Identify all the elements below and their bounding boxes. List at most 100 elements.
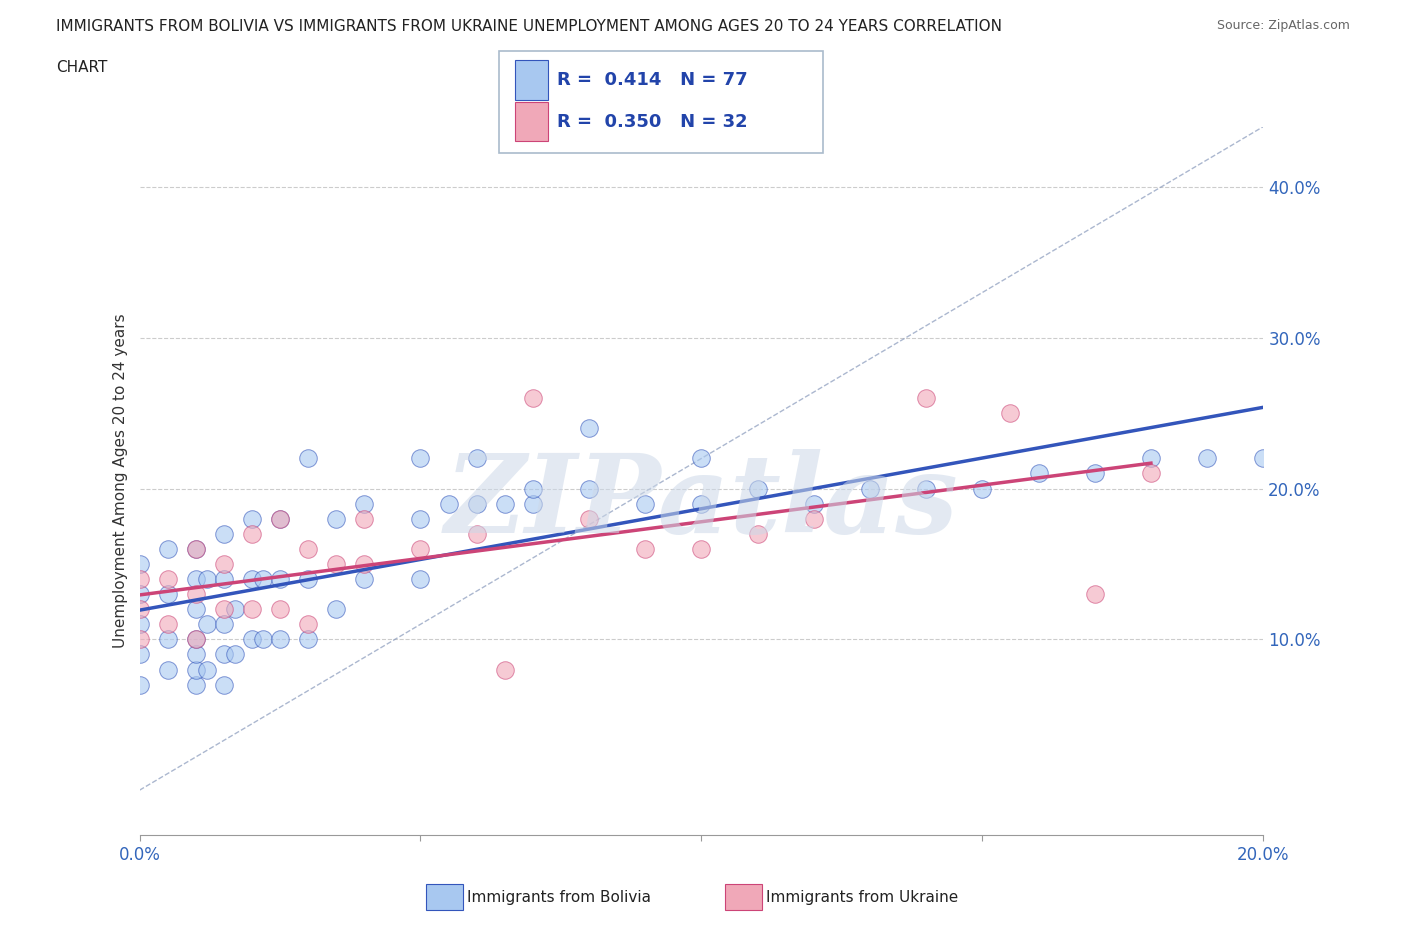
Point	[252, 572, 274, 587]
Point	[1084, 587, 1107, 602]
Text: R =  0.414   N = 77: R = 0.414 N = 77	[557, 71, 748, 89]
Text: R =  0.350   N = 32: R = 0.350 N = 32	[557, 113, 748, 131]
Point	[747, 526, 769, 541]
Point	[156, 617, 179, 631]
Point	[184, 631, 207, 646]
Point	[156, 587, 179, 602]
Point	[184, 587, 207, 602]
Point	[915, 481, 938, 496]
Point	[240, 631, 263, 646]
Point	[353, 556, 375, 571]
Point	[184, 631, 207, 646]
Text: Immigrants from Ukraine: Immigrants from Ukraine	[766, 890, 959, 905]
Point	[240, 602, 263, 617]
Point	[128, 587, 150, 602]
Point	[465, 451, 488, 466]
Point	[240, 572, 263, 587]
Point	[690, 541, 713, 556]
Y-axis label: Unemployment Among Ages 20 to 24 years: Unemployment Among Ages 20 to 24 years	[114, 313, 128, 648]
Point	[195, 617, 218, 631]
Point	[325, 556, 347, 571]
Point	[915, 391, 938, 405]
Point	[252, 631, 274, 646]
Point	[240, 512, 263, 526]
Point	[634, 541, 657, 556]
Point	[269, 512, 291, 526]
Point	[409, 451, 432, 466]
Point	[212, 647, 235, 662]
Point	[1140, 466, 1163, 481]
Point	[128, 556, 150, 571]
Point	[522, 497, 544, 512]
Text: CHART: CHART	[56, 60, 108, 75]
Point	[212, 526, 235, 541]
Point	[522, 391, 544, 405]
Point	[156, 541, 179, 556]
Point	[325, 512, 347, 526]
Point	[465, 497, 488, 512]
Point	[747, 481, 769, 496]
Point	[156, 662, 179, 677]
Text: IMMIGRANTS FROM BOLIVIA VS IMMIGRANTS FROM UKRAINE UNEMPLOYMENT AMONG AGES 20 TO: IMMIGRANTS FROM BOLIVIA VS IMMIGRANTS FR…	[56, 19, 1002, 33]
Point	[128, 617, 150, 631]
Point	[195, 662, 218, 677]
Point	[184, 572, 207, 587]
Point	[128, 602, 150, 617]
Text: Immigrants from Bolivia: Immigrants from Bolivia	[467, 890, 651, 905]
Point	[184, 662, 207, 677]
Point	[269, 572, 291, 587]
Point	[212, 617, 235, 631]
Point	[212, 677, 235, 692]
Point	[409, 572, 432, 587]
Point	[803, 512, 825, 526]
Point	[156, 631, 179, 646]
Point	[1253, 451, 1275, 466]
Point	[353, 497, 375, 512]
Point	[437, 497, 460, 512]
Point	[690, 451, 713, 466]
Point	[690, 497, 713, 512]
Point	[409, 541, 432, 556]
Point	[1000, 405, 1022, 420]
Point	[184, 677, 207, 692]
Point	[325, 602, 347, 617]
Point	[184, 541, 207, 556]
Point	[128, 572, 150, 587]
Point	[353, 512, 375, 526]
Point	[634, 497, 657, 512]
Point	[184, 541, 207, 556]
Point	[494, 497, 516, 512]
Point	[803, 497, 825, 512]
Point	[224, 602, 246, 617]
Point	[1140, 451, 1163, 466]
Point	[465, 526, 488, 541]
Point	[409, 512, 432, 526]
Point	[212, 602, 235, 617]
Point	[297, 541, 319, 556]
Point	[1028, 466, 1050, 481]
Point	[1084, 466, 1107, 481]
Point	[578, 481, 600, 496]
Point	[269, 631, 291, 646]
Point	[184, 647, 207, 662]
Point	[859, 481, 882, 496]
Point	[212, 556, 235, 571]
Point	[297, 451, 319, 466]
Point	[297, 572, 319, 587]
Point	[1197, 451, 1219, 466]
Point	[578, 512, 600, 526]
Point	[297, 617, 319, 631]
Point	[353, 572, 375, 587]
Point	[240, 526, 263, 541]
Point	[269, 602, 291, 617]
Point	[195, 572, 218, 587]
Point	[297, 631, 319, 646]
Point	[522, 481, 544, 496]
Point	[269, 512, 291, 526]
Point	[156, 572, 179, 587]
Text: Source: ZipAtlas.com: Source: ZipAtlas.com	[1216, 19, 1350, 32]
Point	[224, 647, 246, 662]
Point	[972, 481, 994, 496]
Text: ZIPatlas: ZIPatlas	[444, 448, 959, 556]
Point	[128, 631, 150, 646]
